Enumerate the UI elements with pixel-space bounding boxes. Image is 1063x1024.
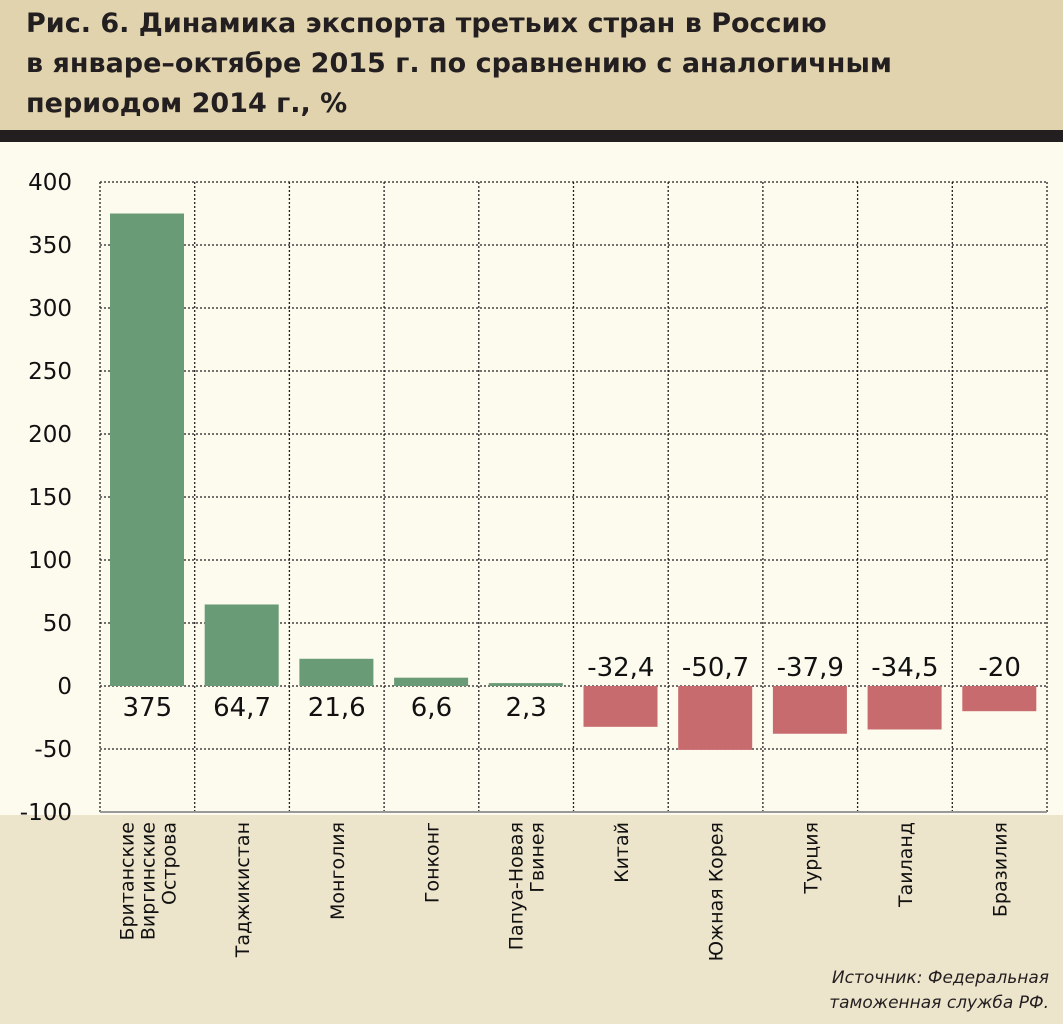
source-note: Источник: Федеральная таможенная служба … bbox=[829, 968, 1049, 1013]
data-label: 2,3 bbox=[505, 693, 546, 723]
category-label: Гвинея bbox=[527, 822, 549, 893]
y-tick-label: 150 bbox=[28, 485, 72, 511]
title-divider bbox=[0, 130, 1063, 142]
category-label: Турция bbox=[800, 822, 822, 895]
y-tick-label: -50 bbox=[34, 737, 72, 763]
data-label: -37,9 bbox=[777, 653, 844, 683]
y-tick-label: 250 bbox=[28, 359, 72, 385]
bar bbox=[488, 683, 563, 686]
category-label: Таджикистан bbox=[232, 822, 254, 958]
title-band: Рис. 6. Динамика экспорта третьих стран … bbox=[0, 0, 1063, 130]
bar bbox=[583, 686, 658, 727]
data-label: 21,6 bbox=[308, 693, 366, 723]
data-label: 64,7 bbox=[213, 693, 271, 723]
data-label: 6,6 bbox=[411, 693, 452, 723]
category-label: Китай bbox=[611, 822, 633, 883]
bar bbox=[772, 686, 847, 734]
y-tick-label: 100 bbox=[28, 548, 72, 574]
category-label: Бразилия bbox=[990, 822, 1012, 917]
data-label: -34,5 bbox=[871, 653, 938, 683]
data-label: -20 bbox=[978, 653, 1020, 683]
bar bbox=[867, 686, 942, 730]
y-tick-label: -100 bbox=[20, 800, 72, 826]
y-tick-label: 400 bbox=[28, 170, 72, 196]
category-label: Виргинские bbox=[137, 822, 159, 940]
y-tick-label: 350 bbox=[28, 233, 72, 259]
chart-title: Рис. 6. Динамика экспорта третьих стран … bbox=[26, 8, 892, 119]
y-tick-label: 200 bbox=[28, 422, 72, 448]
category-label: Монголия bbox=[327, 822, 349, 920]
category-label: Британские bbox=[116, 822, 138, 941]
category-label: Папуа-Новая bbox=[506, 822, 528, 950]
y-tick-label: 0 bbox=[57, 674, 72, 700]
category-label: Таиланд bbox=[895, 822, 917, 908]
bar bbox=[299, 658, 374, 686]
bar bbox=[962, 686, 1037, 712]
bar bbox=[678, 686, 753, 750]
bar bbox=[394, 677, 469, 686]
data-label: -50,7 bbox=[682, 653, 749, 683]
category-label: Южная Корея bbox=[706, 822, 728, 961]
data-label: -32,4 bbox=[587, 653, 654, 683]
category-label: Острова bbox=[158, 822, 180, 905]
y-tick-label: 50 bbox=[43, 611, 72, 637]
y-tick-label: 300 bbox=[28, 296, 72, 322]
bar bbox=[110, 213, 184, 686]
bar bbox=[204, 604, 279, 686]
data-label: 375 bbox=[123, 693, 173, 723]
category-label: Гонконг bbox=[421, 822, 443, 903]
